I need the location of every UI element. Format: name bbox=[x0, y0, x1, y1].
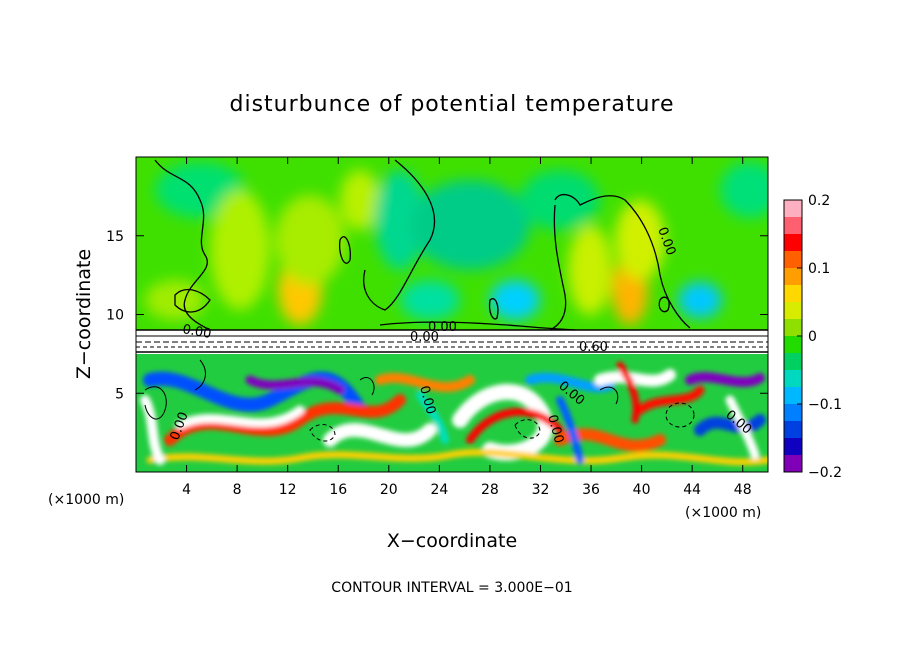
colorbar-swatch bbox=[784, 421, 802, 439]
contour-label: 0.00 bbox=[416, 384, 438, 416]
lower-field-eddies bbox=[140, 361, 768, 466]
contour-interval-note: CONTOUR INTERVAL = 3.000E−01 bbox=[331, 580, 572, 596]
inversion-lines bbox=[136, 329, 768, 353]
z-axis-label: Z−coordinate bbox=[73, 249, 95, 379]
x-unit-label: (×1000 m) bbox=[48, 492, 124, 508]
colorbar-tick-label: 0.1 bbox=[808, 261, 830, 277]
x-unit-label-right: (×1000 m) bbox=[685, 505, 761, 521]
z-axis: 5 10 15 bbox=[106, 229, 768, 402]
z-tick-label: 15 bbox=[106, 229, 124, 245]
colorbar-swatch bbox=[784, 336, 802, 354]
x-tick-label: 44 bbox=[683, 482, 701, 498]
colorbar-swatch bbox=[784, 438, 802, 456]
contour-lines bbox=[154, 159, 691, 331]
z-tick-label: 10 bbox=[106, 308, 124, 324]
colorbar-swatch bbox=[784, 217, 802, 235]
colorbar-swatch bbox=[784, 302, 802, 320]
x-tick-label: 4 bbox=[182, 482, 191, 498]
colorbar-swatch bbox=[784, 404, 802, 422]
colorbar-tick-label: 0.2 bbox=[808, 193, 830, 209]
colorbar-swatch bbox=[784, 370, 802, 388]
heatmap-field: 0.00 0.00 0.00 0.60 0.00 0.00 0.00 0.00 … bbox=[136, 157, 768, 472]
z-tick-label: 5 bbox=[115, 386, 124, 402]
contour-label: 0.00 bbox=[428, 320, 457, 335]
upper-field-anomalies bbox=[145, 162, 768, 325]
colorbar-swatch bbox=[784, 319, 802, 337]
colorbar: 0.2 0.1 0 −0.1 −0.2 bbox=[783, 193, 842, 481]
colorbar-swatch bbox=[784, 234, 802, 252]
x-tick-label: 40 bbox=[633, 482, 651, 498]
colorbar-tick-label: −0.1 bbox=[808, 397, 842, 413]
x-tick-label: 8 bbox=[233, 482, 242, 498]
chart-title: disturbunce of potential temperature bbox=[230, 92, 675, 117]
x-tick-label: 24 bbox=[430, 482, 448, 498]
contour-lines-lower bbox=[144, 359, 695, 442]
x-tick-label: 16 bbox=[329, 482, 347, 498]
colorbar-swatch bbox=[784, 268, 802, 286]
contour-label: 0.60 bbox=[579, 340, 608, 355]
x-tick-label: 28 bbox=[481, 482, 499, 498]
x-tick-label: 20 bbox=[380, 482, 398, 498]
colorbar-tick-label: −0.2 bbox=[808, 465, 842, 481]
contour-label: 0.00 bbox=[181, 322, 212, 342]
x-tick-label: 36 bbox=[582, 482, 600, 498]
x-tick-label: 32 bbox=[532, 482, 550, 498]
colorbar-swatch bbox=[784, 455, 802, 473]
contour-label: 0.00 bbox=[544, 413, 566, 445]
colorbar-swatch bbox=[784, 387, 802, 405]
x-axis: 4 8 12 16 20 24 28 32 36 40 44 48 bbox=[182, 157, 752, 498]
x-axis-label: X−coordinate bbox=[387, 530, 517, 552]
contour-label: 0.00 bbox=[410, 330, 439, 345]
colorbar-swatch bbox=[784, 285, 802, 303]
colorbar-swatch bbox=[784, 353, 802, 371]
x-tick-label: 48 bbox=[734, 482, 752, 498]
colorbar-swatch bbox=[784, 200, 802, 218]
colorbar-swatch bbox=[784, 251, 802, 269]
x-tick-label: 12 bbox=[279, 482, 297, 498]
colorbar-tick-label: 0 bbox=[808, 329, 817, 345]
